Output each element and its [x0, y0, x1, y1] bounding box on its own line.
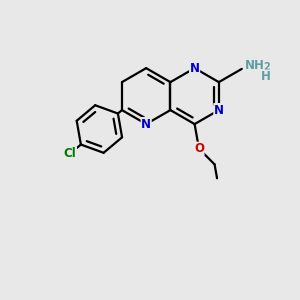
Text: 2: 2 — [263, 62, 270, 72]
Text: N: N — [214, 103, 224, 117]
Text: O: O — [194, 142, 204, 155]
Text: N: N — [190, 61, 200, 75]
Text: Cl: Cl — [64, 147, 76, 160]
Text: H: H — [261, 70, 271, 83]
Text: N: N — [141, 118, 151, 130]
Text: NH: NH — [245, 59, 265, 72]
